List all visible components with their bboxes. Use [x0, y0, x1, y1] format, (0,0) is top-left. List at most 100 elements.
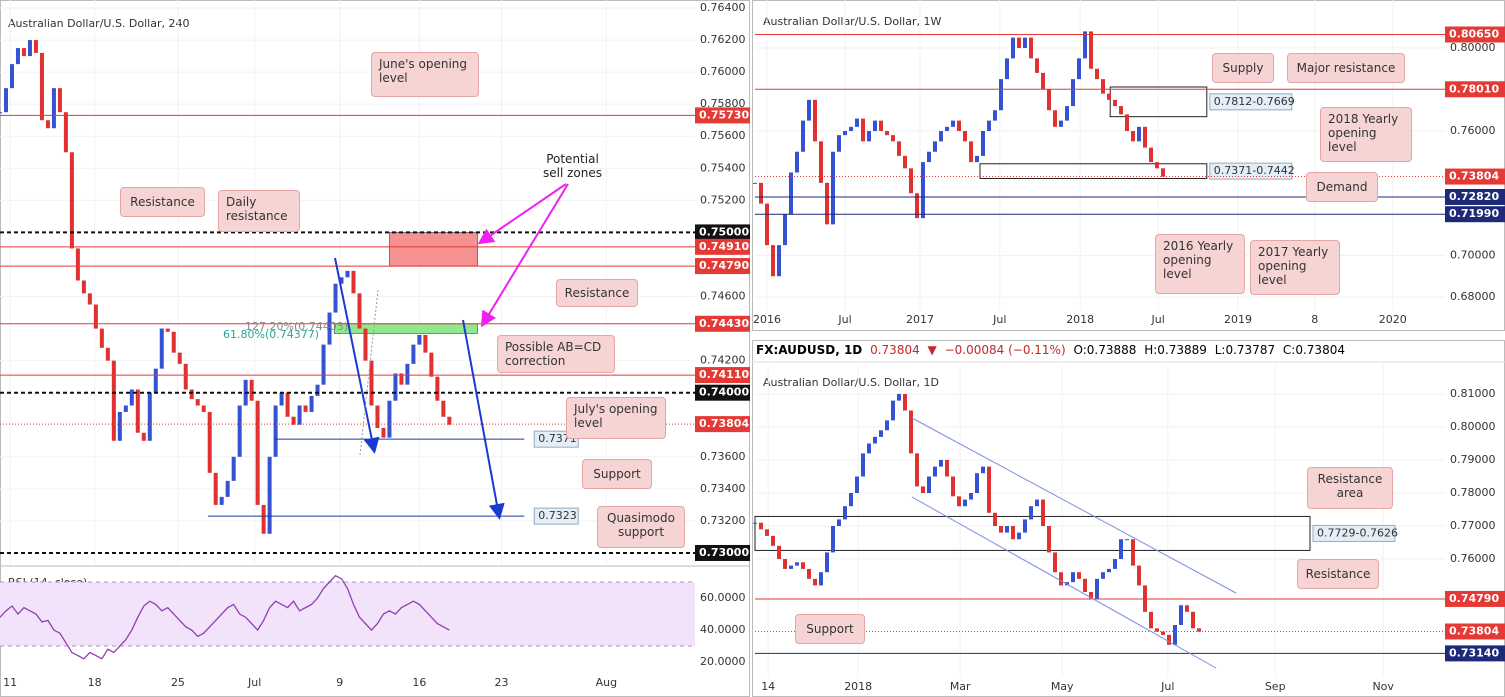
- candle: [309, 395, 314, 412]
- candle: [1095, 68, 1099, 80]
- candle: [1059, 120, 1063, 127]
- level-label: 0.73140: [1449, 646, 1499, 659]
- candle: [1161, 631, 1165, 635]
- candle: [975, 473, 979, 494]
- candle: [981, 130, 985, 156]
- callout: Support: [582, 459, 652, 489]
- line-label: 0.7323: [538, 509, 577, 522]
- level-label-bg: [1445, 590, 1505, 607]
- fib-label: 127.20%(0.74403): [245, 320, 348, 333]
- chart-title: Australian Dollar/U.S. Dollar, 1W: [763, 15, 941, 28]
- candle: [189, 389, 194, 400]
- candle: [249, 379, 254, 401]
- candle: [81, 280, 86, 294]
- callout: Possible AB=CD correction: [497, 335, 615, 373]
- candle: [825, 182, 829, 225]
- level-label-bg: [1445, 188, 1505, 205]
- candle: [1125, 114, 1129, 131]
- candle: [951, 476, 955, 497]
- candle: [393, 373, 398, 401]
- candle: [1155, 628, 1159, 632]
- y-tick-label: 0.73200: [700, 514, 746, 527]
- candle: [15, 48, 20, 65]
- symbol-header: FX:AUDUSD, 1D 0.73804 ▼ −0.00084 (−0.11%…: [756, 343, 1349, 357]
- level-label: 0.74430: [699, 317, 749, 330]
- candle: [1191, 611, 1195, 629]
- candle: [333, 283, 338, 313]
- candle: [1029, 37, 1033, 59]
- candle: [867, 443, 871, 454]
- rsi-line: [0, 574, 450, 660]
- candle: [381, 427, 386, 438]
- candle: [129, 389, 134, 406]
- x-tick-label: 2018: [844, 680, 872, 693]
- candle: [1041, 499, 1045, 527]
- candle: [867, 130, 871, 142]
- level-label: 0.74790: [699, 259, 749, 272]
- candle: [951, 120, 955, 127]
- candle: [759, 182, 763, 204]
- drawings: 61.80%(0.74377) 127.20%(0.74403): [223, 183, 1237, 669]
- change: −0.00084 (−0.11%): [944, 343, 1066, 357]
- y-tick-label: 0.76400: [700, 1, 746, 14]
- candle: [1011, 526, 1015, 540]
- candle: [1113, 99, 1117, 107]
- candle: [771, 245, 775, 277]
- x-tick-label: 16: [412, 676, 426, 689]
- candle: [933, 141, 937, 152]
- x-tick-label: Mar: [950, 680, 971, 693]
- candle: [909, 410, 913, 454]
- candle: [1017, 37, 1021, 48]
- level-label-bg: [695, 258, 750, 275]
- candle: [903, 394, 907, 411]
- level-label-bg: [695, 544, 750, 561]
- candle: [1023, 37, 1027, 48]
- candle: [0, 112, 2, 114]
- candle: [855, 476, 859, 494]
- level-label: 0.80650: [1449, 28, 1499, 41]
- candle: [837, 519, 841, 527]
- candle: [789, 172, 793, 214]
- candle: [225, 480, 230, 497]
- level-label-bg: [695, 384, 750, 401]
- callout: June's opening level: [371, 52, 479, 97]
- x-tick-label: 18: [88, 676, 102, 689]
- candle: [1071, 572, 1075, 583]
- level-label: 0.72820: [1449, 190, 1499, 203]
- candle: [939, 130, 943, 142]
- candle: [273, 405, 278, 457]
- candle: [1023, 519, 1027, 533]
- candle: [837, 135, 841, 152]
- candle: [897, 141, 901, 156]
- candle: [171, 331, 176, 353]
- candle: [207, 411, 212, 473]
- candle: [783, 213, 787, 246]
- y-tick-label: 0.74600: [700, 290, 746, 303]
- candle: [1137, 126, 1141, 142]
- candle: [237, 405, 242, 457]
- candle: [1053, 552, 1057, 573]
- y-tick-label: 40.0000: [700, 623, 746, 636]
- level-label: 0.74790: [1449, 592, 1499, 605]
- y-tick-label: 0.75400: [700, 161, 746, 174]
- level-label-bg: [1445, 206, 1505, 223]
- x-tick-label: 2019: [1224, 313, 1252, 326]
- level-label: 0.78010: [1449, 82, 1499, 95]
- candle: [285, 392, 290, 417]
- candle: [1035, 499, 1039, 507]
- level-label: 0.75000: [699, 225, 749, 238]
- candle: [141, 432, 146, 441]
- level-label-bg: [695, 315, 750, 332]
- candle: [165, 328, 170, 332]
- candle: [1083, 31, 1087, 59]
- box-label-bg: [1312, 524, 1396, 542]
- level-label-bg: [1445, 623, 1505, 640]
- chart-title: Australian Dollar/U.S. Dollar, 240: [8, 17, 190, 30]
- candle: [795, 562, 799, 566]
- level-label-bg: [1445, 645, 1505, 662]
- candle: [993, 110, 997, 121]
- candle: [873, 120, 877, 131]
- candle: [1167, 634, 1171, 645]
- level-label: 0.71990: [1449, 207, 1499, 220]
- x-tick-label: 2017: [906, 313, 934, 326]
